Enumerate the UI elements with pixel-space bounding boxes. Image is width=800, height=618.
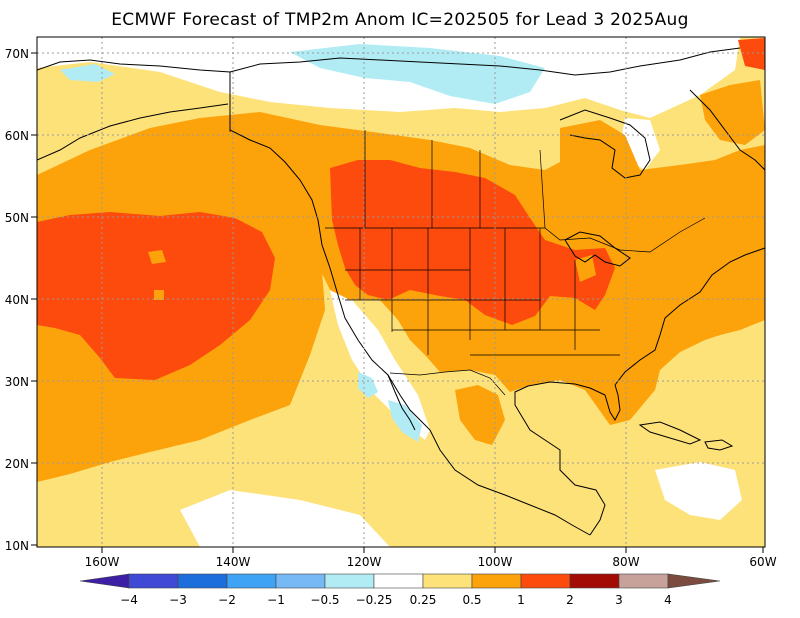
gulf-coastline <box>514 381 621 536</box>
baja-coastline <box>387 374 416 431</box>
map-frame <box>36 36 766 548</box>
lat-label-40n: 40N <box>5 293 29 307</box>
colorbar-bin-7 <box>422 573 473 589</box>
colorbar-bin-5 <box>324 573 375 589</box>
colorbar-label-0: −4 <box>120 593 138 607</box>
hispaniola-outline <box>704 439 734 451</box>
lat-label-30n: 30N <box>5 375 29 389</box>
colorbar-bin-3 <box>226 573 277 589</box>
colorbar-bin-9 <box>520 573 571 589</box>
lat-label-50n: 50N <box>5 211 29 225</box>
great-lakes-outline <box>564 231 631 267</box>
colorbar-bin-11 <box>618 573 669 589</box>
colorbar-bin-1 <box>128 573 179 589</box>
colorbar <box>79 573 721 589</box>
us-canada-border <box>325 217 706 253</box>
colorbar-label-11: 4 <box>664 593 672 607</box>
colorbar-bin-6 <box>373 573 424 589</box>
anomaly-neutral-caribbean <box>655 462 742 520</box>
lat-label-20n: 20N <box>5 457 29 471</box>
anomaly-cool-baja <box>388 400 422 442</box>
lat-label-60n: 60N <box>5 129 29 143</box>
colorbar-label-2: −2 <box>218 593 236 607</box>
west-coast-coastline <box>321 244 591 536</box>
canada-north-coastline <box>229 47 741 76</box>
anomaly-strong-warm-north-central <box>330 160 615 325</box>
anomaly-cool-alaska-north <box>60 64 115 82</box>
colorbar-bin-10 <box>569 573 620 589</box>
anomaly-strong-warm-gulf-of-st-lawrence <box>738 38 765 70</box>
colorbar-label-9: 2 <box>566 593 574 607</box>
anomaly-warm-labrador <box>700 80 765 145</box>
lon-label-80w: 80W <box>612 555 639 569</box>
colorbar-label-6: 0.25 <box>410 593 437 607</box>
lon-label-60w: 60W <box>749 555 776 569</box>
colorbar-label-1: −3 <box>169 593 187 607</box>
canada-province-lines <box>364 130 546 229</box>
coastlines <box>37 47 765 536</box>
colorbar-bin-12 <box>667 573 721 589</box>
latitude-labels: 70N 60N 50N 40N 30N 20N 10N <box>5 47 29 553</box>
anomaly-cool-baja-coast <box>358 372 378 398</box>
graticule <box>37 37 765 547</box>
lon-label-160w: 160W <box>85 555 120 569</box>
colorbar-bin-8 <box>471 573 522 589</box>
anomaly-hole-pacific-2 <box>154 290 164 300</box>
anomaly-field <box>37 37 765 547</box>
lon-label-120w: 120W <box>347 555 382 569</box>
labrador-coastline <box>689 89 765 171</box>
colorbar-bin-0 <box>79 573 130 589</box>
lon-label-100w: 100W <box>478 555 513 569</box>
colorbar-label-10: 3 <box>615 593 623 607</box>
map-title: ECMWF Forecast of TMP2m Anom IC=202505 f… <box>111 10 689 30</box>
east-coast-coastline <box>614 247 765 386</box>
colorbar-label-4: −0.5 <box>310 593 339 607</box>
colorbar-label-5: −0.25 <box>356 593 393 607</box>
hudson-bay-coastline <box>559 109 651 179</box>
anomaly-warm-east-coast <box>600 248 765 370</box>
colorbar-bin-2 <box>177 573 228 589</box>
anomaly-warm-mexico <box>455 385 505 445</box>
colorbar-bin-4 <box>275 573 326 589</box>
tick-marks <box>31 52 764 553</box>
lat-label-70n: 70N <box>5 47 29 61</box>
colorbar-label-3: −1 <box>267 593 285 607</box>
colorbar-label-8: 1 <box>517 593 525 607</box>
colorbar-labels: −4 −3 −2 −1 −0.5 −0.25 0.25 0.5 1 2 3 4 <box>120 593 672 607</box>
colorbar-label-7: 0.5 <box>462 593 481 607</box>
lat-label-10n: 10N <box>5 539 29 553</box>
cuba-outline <box>638 421 702 445</box>
aleutian-coastline <box>37 103 229 161</box>
lon-label-140w: 140W <box>216 555 251 569</box>
us-state-lines <box>345 228 620 356</box>
longitude-labels: 160W 140W 120W 100W 80W 60W <box>85 555 777 569</box>
anomaly-hole-great-lakes <box>575 255 596 282</box>
anomaly-hole-pacific-1 <box>148 250 166 264</box>
